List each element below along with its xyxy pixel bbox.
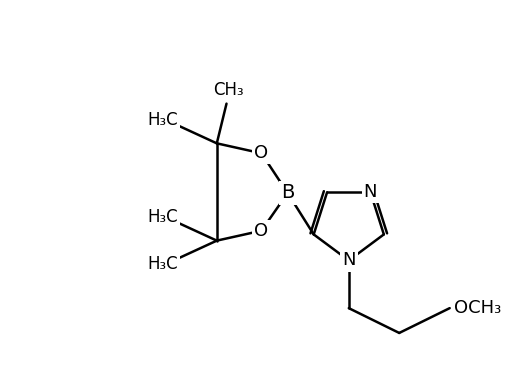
Text: N: N	[364, 183, 377, 201]
Text: OCH₃: OCH₃	[454, 299, 501, 317]
Text: N: N	[342, 251, 356, 269]
Text: H₃C: H₃C	[147, 110, 178, 128]
Text: O: O	[254, 144, 268, 162]
Text: CH₃: CH₃	[213, 81, 244, 99]
Text: H₃C: H₃C	[147, 255, 178, 274]
Text: B: B	[281, 184, 294, 202]
Text: O: O	[254, 222, 268, 240]
Text: H₃C: H₃C	[147, 208, 178, 226]
